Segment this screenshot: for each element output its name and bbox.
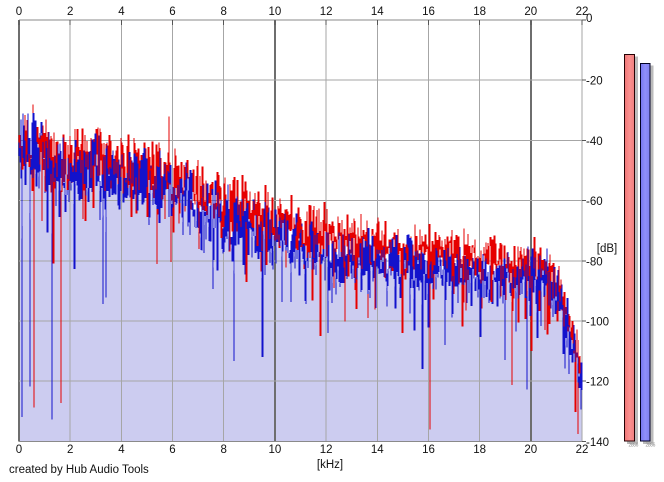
svg-text:created by Hub Audio Tools: created by Hub Audio Tools	[9, 464, 149, 476]
svg-text:2856: 2856	[645, 443, 655, 449]
svg-text:12: 12	[320, 444, 333, 456]
svg-text:-60: -60	[586, 196, 603, 208]
svg-text:10: 10	[269, 444, 282, 456]
svg-text:[dB]: [dB]	[597, 243, 617, 255]
svg-text:16: 16	[422, 6, 435, 18]
svg-text:6: 6	[169, 444, 175, 456]
svg-text:18: 18	[473, 444, 486, 456]
svg-text:2: 2	[67, 444, 73, 456]
svg-text:8: 8	[220, 6, 226, 18]
svg-text:-40: -40	[586, 136, 603, 148]
svg-text:22: 22	[576, 6, 589, 18]
svg-text:0: 0	[16, 6, 22, 18]
svg-text:4: 4	[118, 6, 125, 18]
svg-text:6: 6	[169, 6, 175, 18]
svg-text:-120: -120	[586, 377, 609, 389]
svg-text:8: 8	[220, 444, 226, 456]
svg-text:-20: -20	[586, 76, 603, 88]
svg-text:16: 16	[422, 444, 435, 456]
svg-text:12: 12	[320, 6, 333, 18]
svg-text:20: 20	[524, 6, 537, 18]
svg-text:0: 0	[16, 444, 22, 456]
svg-text:14: 14	[371, 6, 384, 18]
svg-text:-100: -100	[586, 317, 609, 329]
svg-text:-140: -140	[586, 437, 609, 449]
svg-text:2: 2	[67, 6, 73, 18]
svg-text:0: 0	[586, 13, 592, 25]
svg-text:2856: 2856	[628, 443, 638, 449]
svg-text:10: 10	[269, 6, 282, 18]
svg-text:18: 18	[473, 6, 486, 18]
svg-text:[kHz]: [kHz]	[317, 459, 343, 471]
svg-text:4: 4	[118, 444, 125, 456]
svg-text:20: 20	[524, 444, 537, 456]
svg-text:22: 22	[576, 444, 589, 456]
svg-text:-80: -80	[586, 256, 603, 268]
svg-text:14: 14	[371, 444, 384, 456]
